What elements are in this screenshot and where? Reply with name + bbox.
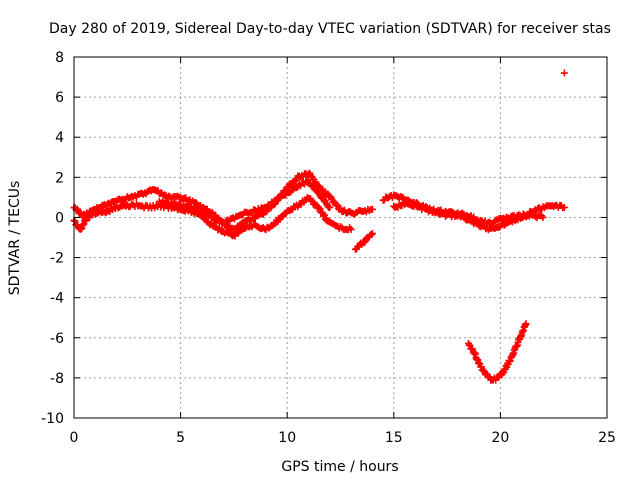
axis-ticks xyxy=(73,56,608,419)
x-tick-label: 10 xyxy=(278,430,296,446)
y-tick-label: -4 xyxy=(50,291,64,307)
x-tick-label: 5 xyxy=(176,430,185,446)
data-series xyxy=(560,69,568,77)
data-series xyxy=(390,198,568,234)
y-tick-label: -2 xyxy=(50,251,64,267)
data-point-plus xyxy=(251,215,259,223)
x-tick-label: 20 xyxy=(491,430,509,446)
y-tick-label: -10 xyxy=(41,411,64,427)
plot-frame xyxy=(73,56,608,419)
data-series xyxy=(464,320,530,384)
data-point-plus xyxy=(305,176,313,184)
data-point-plus xyxy=(321,211,329,219)
x-tick-label: 0 xyxy=(70,430,79,446)
y-tick-label: -6 xyxy=(50,331,64,347)
data-point-plus xyxy=(293,184,301,192)
y-tick-label: 8 xyxy=(55,50,64,66)
data-point-plus xyxy=(539,213,547,221)
data-series xyxy=(379,191,547,228)
data-point-plus xyxy=(347,225,355,233)
chart-title: Day 280 of 2019, Sidereal Day-to-day VTE… xyxy=(49,21,611,37)
data-point-plus xyxy=(326,203,334,211)
data-point-plus xyxy=(560,69,568,77)
x-tick-labels: 0 5 10 15 20 25 xyxy=(70,430,616,446)
grid-lines xyxy=(74,57,607,418)
data-point-plus xyxy=(522,320,530,328)
y-tick-label: -8 xyxy=(50,371,64,387)
data-marks xyxy=(70,69,568,384)
x-axis-label: GPS time / hours xyxy=(281,459,398,475)
data-series xyxy=(155,176,334,228)
y-tick-label: 4 xyxy=(55,130,64,146)
y-tick-label: 6 xyxy=(55,90,64,106)
data-point-plus xyxy=(367,231,375,239)
data-series xyxy=(351,229,376,253)
x-tick-label: 15 xyxy=(385,430,403,446)
data-point-plus xyxy=(308,182,316,190)
data-point-plus xyxy=(368,229,376,237)
y-axis-label: SDTVAR / TECUs xyxy=(7,181,23,296)
data-point-plus xyxy=(368,205,376,213)
y-tick-labels: -10 -8 -6 -4 -2 0 2 4 6 8 xyxy=(41,50,64,427)
data-point-plus xyxy=(495,223,503,231)
data-point-plus xyxy=(221,220,229,228)
data-series xyxy=(70,194,355,240)
x-tick-label: 25 xyxy=(598,430,616,446)
data-point-plus xyxy=(560,203,568,211)
data-point-plus xyxy=(470,213,478,221)
y-tick-label: 2 xyxy=(55,170,64,186)
y-tick-label: 0 xyxy=(55,210,64,226)
data-point-plus xyxy=(71,217,79,225)
